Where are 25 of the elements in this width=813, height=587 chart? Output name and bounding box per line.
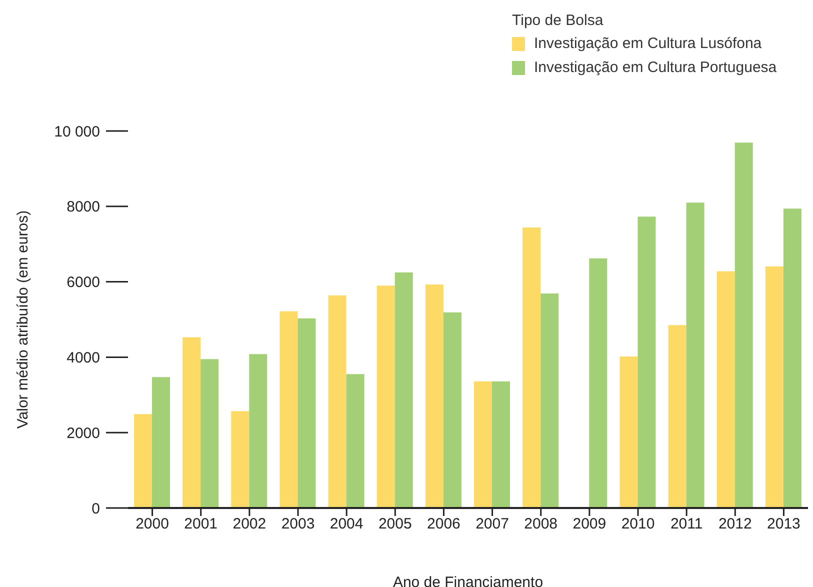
x-tick-label: 2008 (524, 516, 558, 533)
y-tick-label: 8000 (66, 198, 100, 216)
x-tick-label: 2004 (330, 516, 364, 533)
y-tick-label: 0 (92, 500, 100, 518)
x-tick-label: 2003 (281, 516, 315, 533)
y-tick-label: 10 000 (54, 123, 100, 140)
x-tick-label: 2013 (767, 516, 800, 533)
x-tick-label: 2002 (232, 516, 266, 533)
y-tick-label: 2000 (66, 424, 100, 442)
y-axis-title: Valor médio atribuído (em euros) (14, 210, 32, 429)
x-tick-label: 2010 (621, 516, 655, 533)
y-tick-label: 4000 (66, 350, 100, 367)
legend-label: Investigação em Cultura Portuguesa (534, 59, 777, 76)
x-tick-label: 2000 (136, 516, 169, 533)
x-tick-label: 2011 (670, 516, 703, 533)
legend-title: Tipo de Bolsa (512, 12, 604, 29)
legend-label: Investigação em Cultura Lusófona (534, 35, 762, 52)
x-tick-label: 2005 (378, 516, 412, 533)
y-tick-label: 6000 (66, 274, 100, 292)
x-tick-label: 2006 (427, 516, 460, 533)
x-tick-label: 2009 (572, 516, 606, 533)
x-axis-title: Ano de Financiamento (392, 574, 544, 587)
x-tick-label: 2012 (718, 516, 752, 533)
x-tick-label: 2001 (184, 516, 218, 533)
x-tick-label: 2007 (476, 516, 509, 533)
